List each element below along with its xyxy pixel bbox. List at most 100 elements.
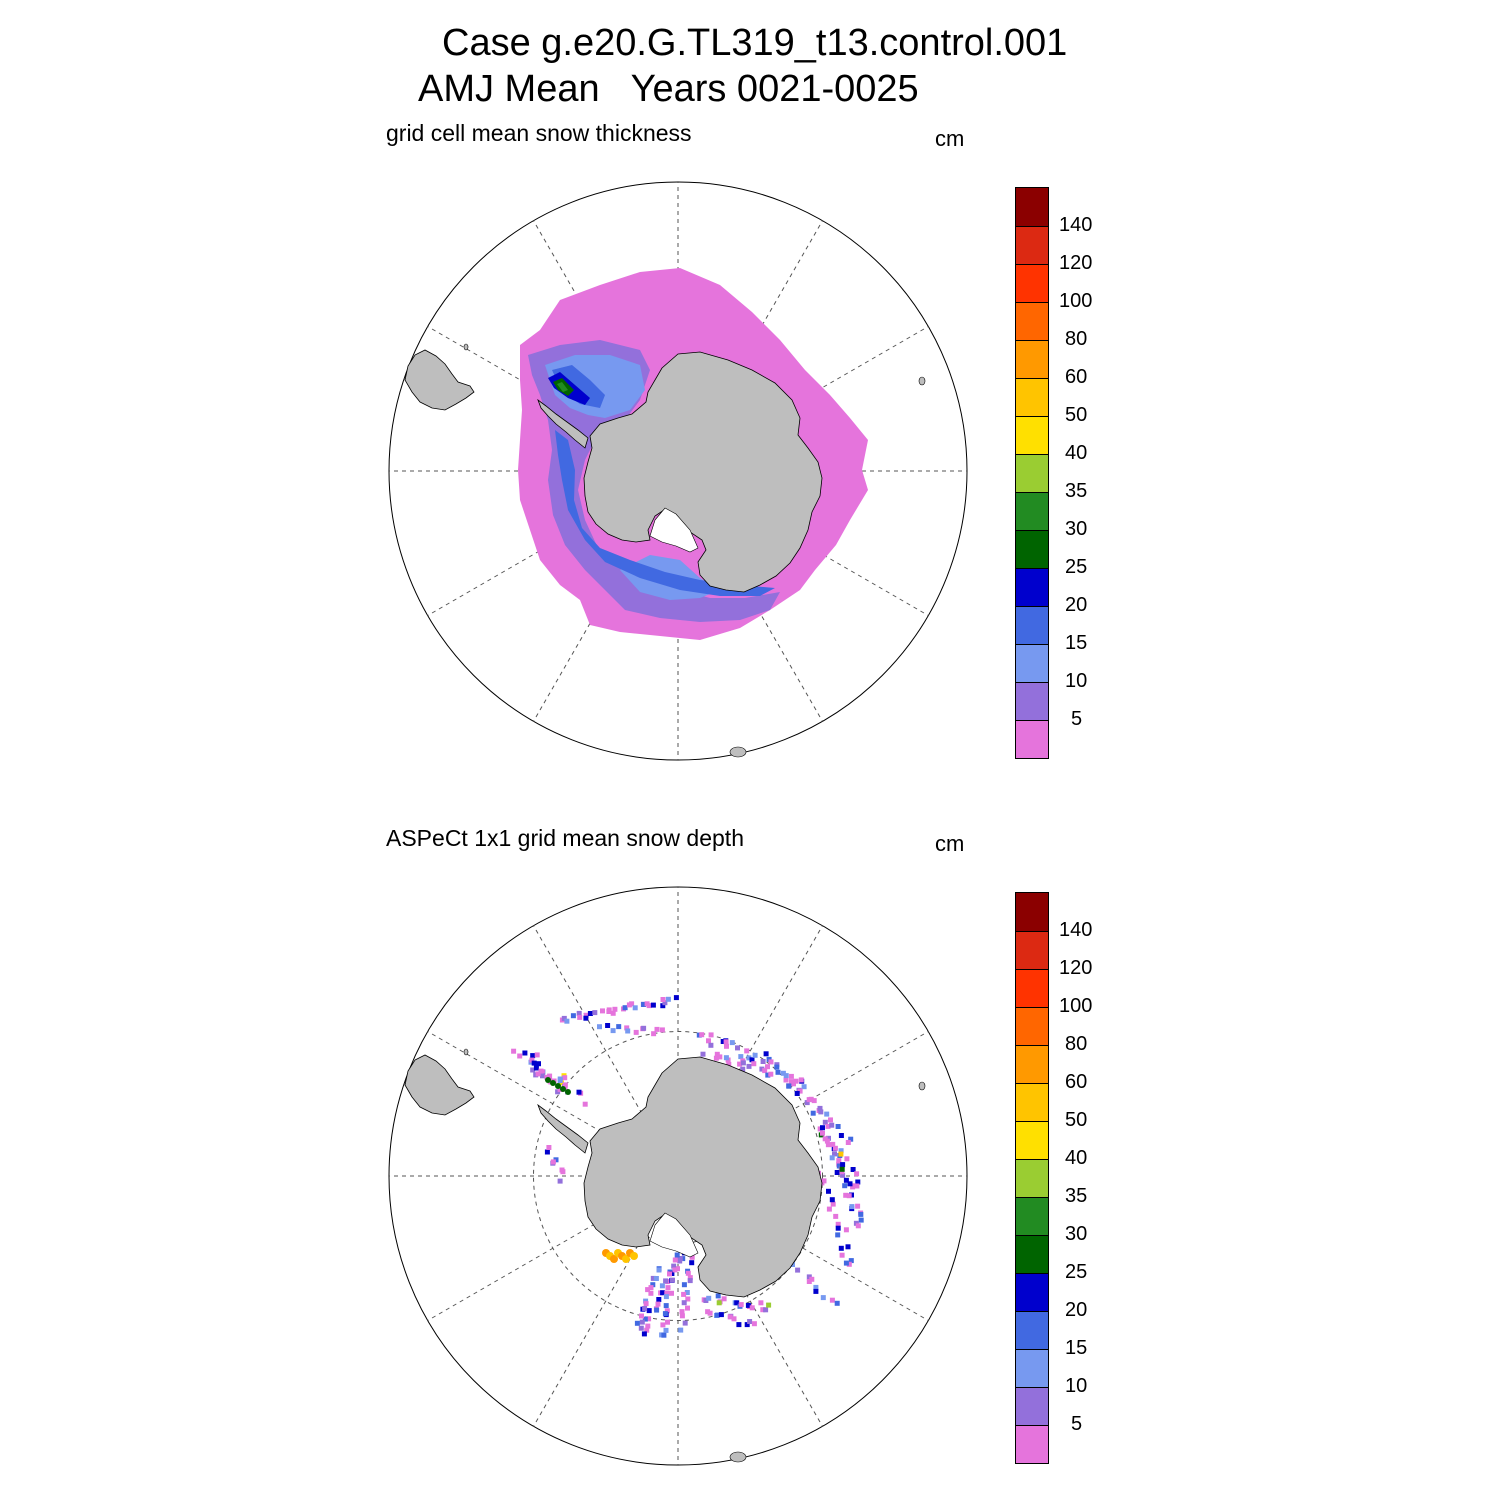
p2-track-cell: [749, 1057, 755, 1063]
p2-track-cell: [641, 1025, 647, 1031]
p2-track-cell: [600, 1008, 605, 1014]
p2-track-cell: [835, 1232, 841, 1238]
p2-track-cell: [665, 1285, 671, 1291]
colorbar-swatch: [1016, 1197, 1048, 1235]
p2-track-cell: [763, 1051, 769, 1057]
p2-track-cell: [650, 1002, 656, 1008]
p2-track-cell: [561, 1015, 567, 1021]
p2-track-cell: [834, 1300, 840, 1306]
colorbar-tick-label: 30: [1065, 518, 1088, 540]
p2-track-cell: [758, 1300, 764, 1306]
p2-track-cell: [797, 1088, 803, 1094]
colorbar-swatch: [1016, 606, 1048, 644]
p2-track-dot: [560, 1086, 566, 1092]
p2-track-cell: [832, 1151, 837, 1157]
p2-track-cell: [801, 1084, 807, 1090]
p2-track-cell: [633, 1029, 639, 1035]
p1-snow-coast-strip: [555, 430, 775, 596]
p2-track-cell: [708, 1032, 714, 1038]
p2-track-cell: [835, 1225, 841, 1231]
p2-track-cell: [746, 1063, 752, 1069]
colorbar-swatch: [1016, 1425, 1048, 1463]
p2-track-cell: [795, 1267, 801, 1273]
p2-track-cell: [540, 1073, 545, 1079]
p2-track-cell: [583, 1012, 589, 1018]
p1-island: [463, 343, 469, 351]
p2-track-cell: [759, 1066, 765, 1072]
p2-track-cell: [642, 1316, 648, 1322]
p2-track-cell: [840, 1162, 846, 1168]
colorbar-swatch: [1016, 931, 1048, 969]
p2-track-cell: [811, 1098, 817, 1104]
p2-track-dot: [565, 1089, 571, 1095]
p2-track-cell: [632, 1005, 638, 1011]
p2-track-cell: [639, 1313, 644, 1319]
colorbar-tick-label: 100: [1059, 995, 1093, 1017]
p2-track-cell: [794, 1091, 800, 1096]
p2-track-cell: [723, 1055, 729, 1061]
p2-track-cell: [677, 1258, 683, 1264]
p2-track-cell: [838, 1245, 844, 1251]
panel2-label: ASPeCt 1x1 grid mean snow depth: [386, 825, 744, 851]
p2-land: [404, 1048, 926, 1463]
colorbar-swatch: [1016, 378, 1048, 416]
p2-track-dot: [545, 1077, 551, 1083]
colorbar-tick-label: 100: [1059, 290, 1093, 312]
p2-track-cell: [716, 1300, 722, 1306]
p2-track-cell: [806, 1279, 812, 1284]
colorbar-swatch: [1016, 1311, 1048, 1349]
p2-track-cell: [638, 1325, 644, 1331]
p2-track-cell: [715, 1293, 721, 1299]
p2-track-cell: [517, 1053, 523, 1059]
p2-track-cell: [681, 1300, 687, 1306]
p2-track-cell: [845, 1140, 851, 1145]
p2-track-cell: [645, 1323, 651, 1329]
p2-track-dot: [555, 1083, 561, 1089]
colorbar-swatch: [1016, 720, 1048, 758]
p2-track-cell: [654, 1026, 660, 1032]
p2-track-cell: [720, 1039, 726, 1044]
p1-south-america: [404, 349, 475, 411]
p2-track-cell: [768, 1059, 774, 1065]
p2-track-cell: [663, 1327, 669, 1333]
p2-track-cell: [576, 1010, 582, 1016]
p2-track-cell: [669, 1290, 674, 1296]
p2-track-cell: [848, 1258, 854, 1264]
p2-track-cell: [660, 1003, 666, 1009]
panel2-colorbar: [1015, 892, 1049, 1464]
p2-track-cell: [530, 1067, 536, 1073]
p2-track-cell: [689, 1254, 695, 1260]
colorbar-tick-label: 50: [1065, 404, 1088, 426]
p2-track-cell: [746, 1055, 752, 1061]
p2-track-cell: [660, 997, 666, 1002]
p2-track-cell: [684, 1290, 690, 1295]
p2-track-cell: [737, 1061, 743, 1067]
p2-track-cell: [646, 1316, 652, 1322]
p1-ice-shelf: [649, 507, 699, 553]
p2-track-cell: [522, 1050, 528, 1056]
p2-track-cell: [605, 1023, 611, 1028]
p2-track-cell: [842, 1183, 848, 1189]
p2-track-cell: [858, 1217, 864, 1223]
colorbar-tick-label: 80: [1065, 1033, 1088, 1055]
colorbar-tick-label: 35: [1065, 480, 1088, 502]
p2-track-cell: [689, 1260, 695, 1266]
p2-track-cell: [774, 1064, 780, 1070]
p2-track-cell: [592, 1010, 598, 1016]
p2-track-cell: [721, 1296, 727, 1302]
p2-track-cell: [825, 1123, 831, 1129]
colorbar-tick-label: 50: [1065, 1109, 1088, 1131]
p2-track-cell: [729, 1040, 735, 1046]
p2-track-cell: [612, 1006, 618, 1012]
p2-track-cell: [557, 1078, 563, 1084]
p2-track-cell: [660, 1290, 666, 1296]
p2-track-cell: [642, 1306, 648, 1311]
colorbar-tick-label: 10: [1065, 1375, 1088, 1397]
p2-track-cell: [606, 1007, 612, 1013]
p2-track-cell: [700, 1051, 706, 1057]
p2-track-cell: [663, 1294, 669, 1300]
colorbar-swatch: [1016, 1387, 1048, 1425]
p2-track-cell: [798, 1077, 804, 1083]
colorbar-swatch: [1016, 1007, 1048, 1045]
p2-track-cell: [648, 1290, 654, 1296]
